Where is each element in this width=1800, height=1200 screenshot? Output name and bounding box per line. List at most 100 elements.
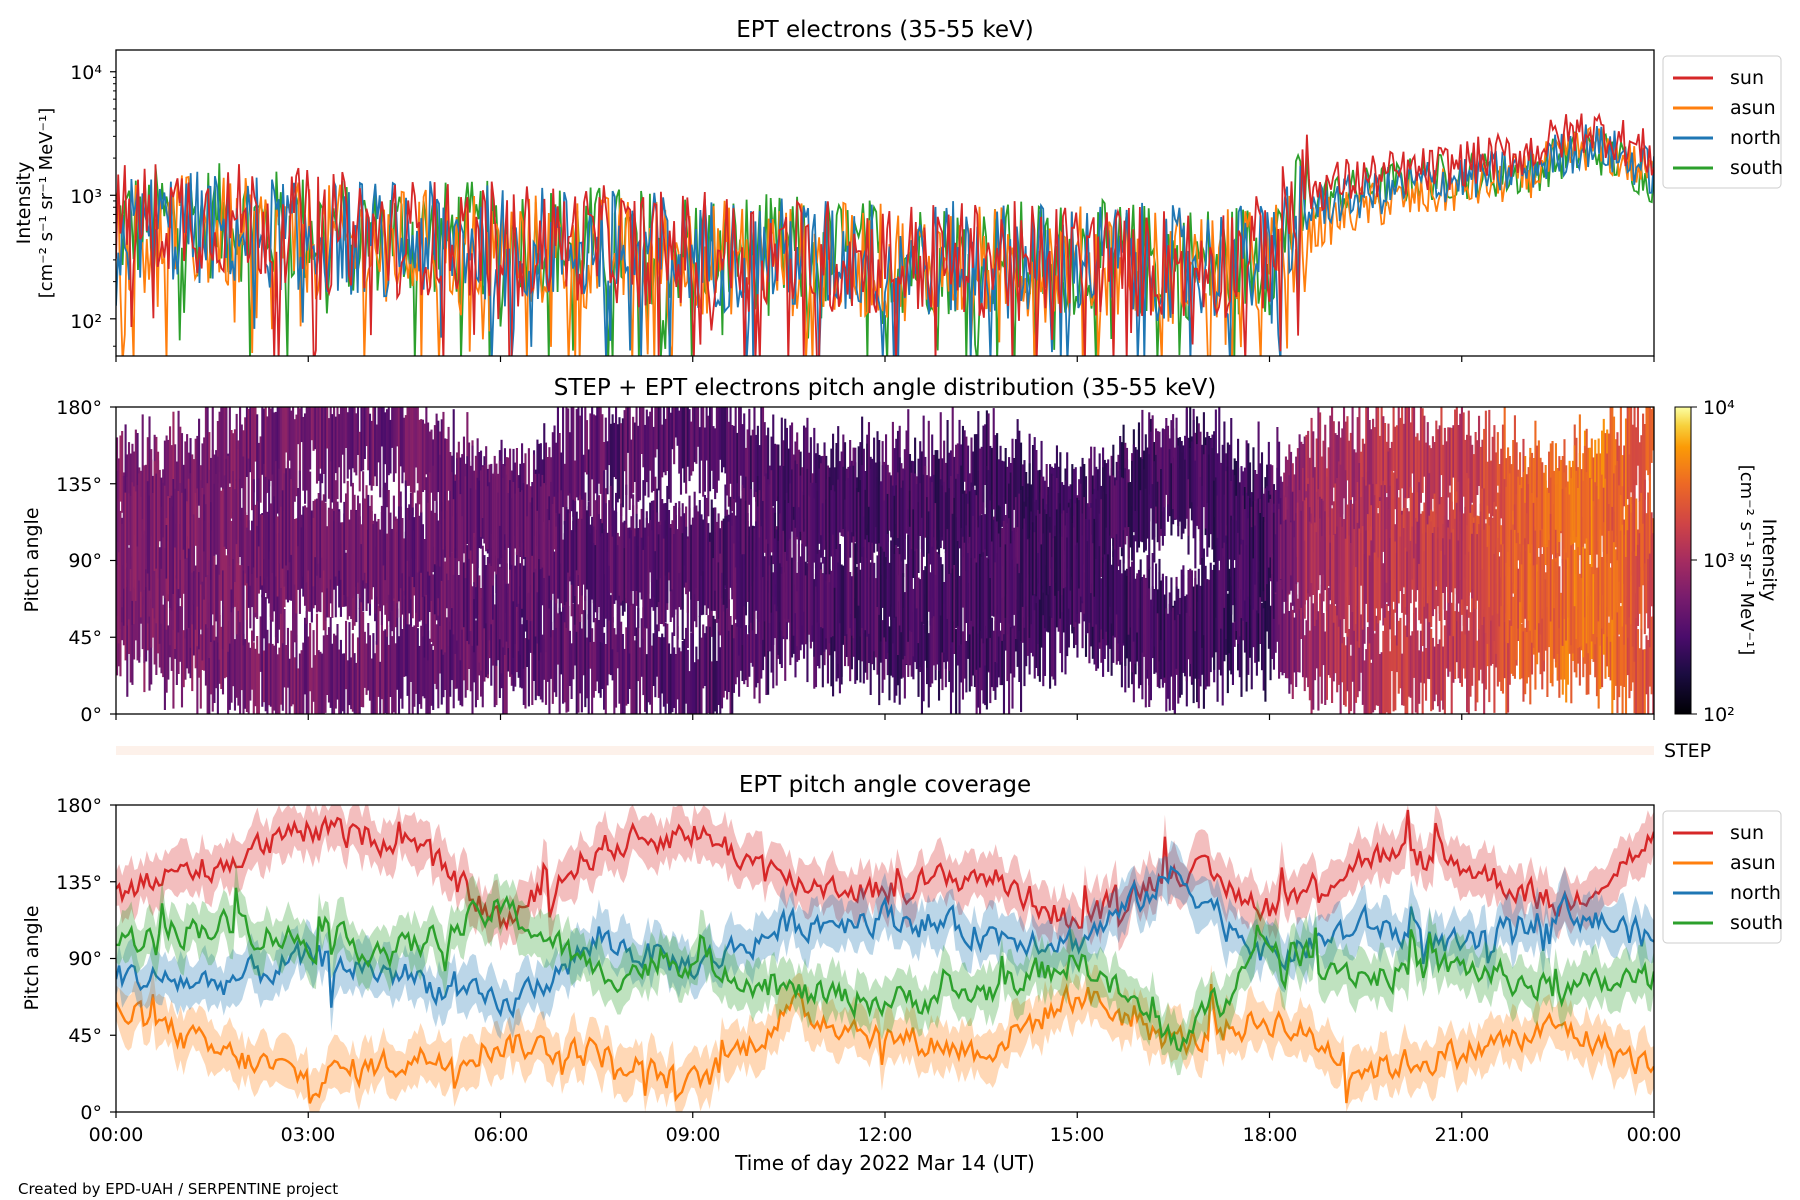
heatmap-cell: [604, 644, 607, 714]
heatmap-cell: [1069, 507, 1072, 591]
heatmap-cell: [874, 578, 877, 658]
heatmap-cell: [731, 624, 734, 714]
heatmap-cell: [177, 614, 180, 674]
panel2-colorbar: 10² 10³ 10⁴ Intensity [cm⁻² s⁻¹ sr⁻¹ MeV…: [1674, 397, 1780, 726]
heatmap-cell: [1554, 561, 1557, 663]
heatmap-cell: [1329, 542, 1332, 601]
heatmap-cell: [864, 539, 867, 631]
heatmap-cell: [876, 477, 879, 552]
heatmap-cell: [1020, 541, 1023, 641]
heatmap-cell: [1223, 542, 1226, 608]
heatmap-cell: [305, 407, 308, 491]
heatmap-cell: [601, 533, 604, 643]
heatmap-cell: [1307, 483, 1310, 594]
heatmap-cell: [532, 561, 536, 655]
heatmap-cell: [403, 618, 406, 677]
heatmap-cell: [203, 437, 206, 535]
x-axis-ticks: [110, 71, 1655, 1118]
heatmap-cell: [127, 547, 131, 620]
heatmap-cell: [336, 624, 339, 700]
heatmap-cell: [1524, 456, 1527, 538]
heatmap-cell: [804, 575, 807, 645]
heatmap-cell: [903, 469, 906, 560]
legend-label-north: north: [1730, 127, 1781, 149]
heatmap-cell: [1536, 497, 1539, 583]
heatmap-cell: [1522, 544, 1525, 632]
heatmap-cell: [139, 496, 143, 592]
heatmap-cell: [1108, 477, 1111, 562]
heatmap-cell: [1553, 529, 1556, 609]
heatmap-cell: [1425, 442, 1428, 528]
heatmap-cell: [1050, 557, 1053, 618]
heatmap-cell: [813, 427, 816, 519]
heatmap-cell: [252, 407, 255, 493]
heatmap-cell: [825, 499, 828, 582]
heatmap-cell: [344, 552, 348, 607]
heatmap-cell: [1455, 603, 1458, 663]
heatmap-cell: [1182, 565, 1185, 673]
heatmap-cell: [645, 511, 648, 629]
heatmap-cell: [772, 572, 775, 645]
heatmap-cell: [1129, 566, 1132, 628]
heatmap-cell: [225, 618, 228, 678]
heatmap-cell: [628, 538, 631, 654]
heatmap-cell: [968, 536, 971, 635]
heatmap-cell: [763, 476, 766, 553]
heatmap-cell: [1300, 441, 1303, 529]
heatmap-cell: [194, 565, 197, 630]
heatmap-cell: [1633, 407, 1636, 509]
heatmap-cell: [209, 502, 213, 580]
heatmap-cell: [334, 480, 337, 577]
heatmap-cell: [546, 509, 549, 618]
heatmap-cell: [1303, 540, 1306, 605]
heatmap-cell: [162, 524, 165, 596]
heatmap-cell: [327, 627, 331, 703]
heatmap-cell: [1577, 547, 1580, 648]
heatmap-cell: [386, 534, 389, 603]
heatmap-cell: [278, 468, 281, 564]
heatmap-cell: [922, 415, 925, 522]
heatmap-cell: [1334, 533, 1337, 605]
heatmap-cell: [1375, 514, 1378, 609]
heatmap-cell: [1064, 561, 1067, 675]
heatmap-cell: [674, 407, 677, 438]
heatmap-cell: [1233, 475, 1236, 561]
heatmap-cell: [1384, 611, 1387, 714]
heatmap-cell: [782, 466, 785, 559]
heatmap-cell: [657, 534, 660, 603]
heatmap-cell: [978, 553, 982, 668]
heatmap-cell: [558, 513, 561, 615]
heatmap-cell: [1366, 407, 1370, 492]
heatmap-cell: [262, 537, 266, 639]
heatmap-cell: [785, 560, 788, 623]
heatmap-cell: [1464, 439, 1467, 522]
heatmap-cell: [211, 625, 214, 712]
heatmap-cell: [1221, 548, 1224, 630]
heatmap-cell: [1308, 521, 1311, 597]
heatmap-cell: [505, 613, 508, 714]
heatmap-cell: [488, 553, 491, 641]
heatmap-cell: [1228, 568, 1231, 654]
heatmap-cell: [326, 407, 329, 449]
heatmap-cell: [1647, 559, 1650, 629]
heatmap-cell: [273, 496, 276, 612]
heatmap-cell: [1276, 467, 1279, 582]
heatmap-cell: [990, 447, 994, 530]
heatmap-cell: [1382, 480, 1385, 552]
heatmap-cell: [924, 566, 927, 634]
heatmap-cell: [1315, 532, 1318, 620]
heatmap-cell: [1619, 606, 1622, 686]
heatmap-cell: [859, 569, 862, 637]
heatmap-cell: [543, 483, 546, 578]
heatmap-cell: [727, 521, 730, 631]
heatmap-cell: [1100, 578, 1103, 630]
heatmap-cell: [457, 575, 460, 669]
heatmap-cell: [920, 552, 923, 622]
heatmap-cell: [127, 493, 131, 546]
heatmap-cell: [919, 483, 922, 536]
heatmap-cell: [1238, 624, 1241, 678]
heatmap-cell: [1585, 597, 1588, 695]
heatmap-cell: [331, 508, 334, 618]
heatmap-cell: [649, 519, 652, 573]
heatmap-cell: [483, 626, 486, 682]
